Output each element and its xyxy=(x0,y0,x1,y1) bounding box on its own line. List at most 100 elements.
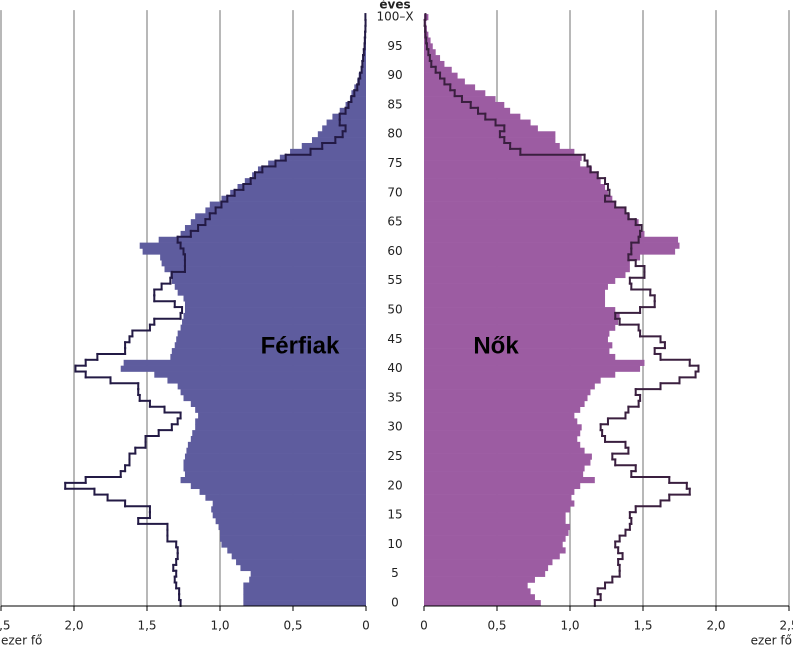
bar xyxy=(424,289,606,296)
bar xyxy=(424,277,616,284)
bar xyxy=(176,336,366,343)
bar xyxy=(424,523,570,531)
x-tick-label: 2,5 xyxy=(779,619,793,633)
bar xyxy=(220,529,366,536)
bar xyxy=(180,389,366,396)
marks-layer xyxy=(64,13,700,607)
bar xyxy=(424,553,560,560)
bar xyxy=(424,394,588,402)
bar xyxy=(349,96,366,103)
bar xyxy=(142,248,366,255)
bar xyxy=(243,594,366,601)
bar xyxy=(257,166,366,173)
bar xyxy=(424,160,581,167)
bar xyxy=(424,389,591,396)
bar xyxy=(363,49,366,56)
x-axis-label: ezer fő xyxy=(751,634,792,648)
bar xyxy=(361,60,366,68)
bar xyxy=(424,541,563,548)
x-tick-label: 0,5 xyxy=(487,619,506,633)
bar xyxy=(190,219,366,226)
bar xyxy=(326,119,366,126)
bar xyxy=(424,512,566,519)
bar xyxy=(424,195,613,202)
bar xyxy=(424,482,581,490)
bar xyxy=(424,225,641,232)
bar xyxy=(158,236,366,243)
bar xyxy=(301,142,366,150)
bar xyxy=(424,248,676,255)
bar xyxy=(424,506,570,513)
bar xyxy=(290,148,366,156)
bar xyxy=(424,400,585,407)
bar xyxy=(237,184,366,191)
bar xyxy=(424,101,505,109)
bar xyxy=(424,142,560,150)
y-tick-label: 15 xyxy=(387,508,402,522)
bar xyxy=(424,324,616,331)
bar xyxy=(195,418,366,425)
bar xyxy=(360,66,366,73)
bar xyxy=(424,131,556,138)
bar xyxy=(345,101,366,109)
bar xyxy=(199,488,366,495)
bar xyxy=(227,547,366,554)
bar xyxy=(424,459,591,466)
panel-label: Nők xyxy=(473,332,519,359)
bar xyxy=(424,318,619,325)
bar xyxy=(184,301,366,308)
bar xyxy=(195,213,366,220)
bar xyxy=(424,201,616,208)
bar xyxy=(221,541,366,548)
x-tick-label: 2,0 xyxy=(706,619,725,633)
bar xyxy=(174,283,366,290)
y-tick-label: 60 xyxy=(387,244,402,258)
x-tick-label: 2,5 xyxy=(0,619,11,633)
panel-label: Férfiak xyxy=(261,332,340,359)
y-tick-label: 95 xyxy=(387,39,402,53)
bar xyxy=(424,137,556,144)
y-tick-label: 75 xyxy=(387,156,402,170)
bar xyxy=(167,377,366,384)
bar xyxy=(424,307,616,314)
bar xyxy=(184,471,366,478)
bar xyxy=(424,529,569,536)
bar xyxy=(424,564,549,572)
bar xyxy=(332,113,366,120)
bar xyxy=(424,107,511,114)
bar xyxy=(424,488,575,495)
bar xyxy=(171,277,366,284)
y-tick-label: 50 xyxy=(387,303,402,317)
y-tick-label: 45 xyxy=(387,332,402,346)
bar xyxy=(424,312,620,320)
bar xyxy=(184,453,366,460)
bar xyxy=(182,318,366,325)
bar xyxy=(240,564,366,572)
y-tick-label: 35 xyxy=(387,390,402,404)
bar xyxy=(424,435,578,443)
y-tick-label: 40 xyxy=(387,361,402,375)
bar xyxy=(424,383,595,390)
bar xyxy=(212,500,366,507)
x-tick-label: 0 xyxy=(362,619,370,633)
bar xyxy=(424,184,606,191)
bar xyxy=(424,43,433,50)
bar xyxy=(220,535,366,542)
bar xyxy=(424,418,578,425)
x-tick-label: 0,5 xyxy=(283,619,302,633)
bar xyxy=(363,55,366,62)
bar xyxy=(424,588,531,595)
y-tick-label: 30 xyxy=(387,420,402,434)
y-tick-label: 20 xyxy=(387,478,402,492)
bar xyxy=(218,523,366,531)
bar xyxy=(357,78,366,85)
bar xyxy=(424,576,535,583)
bar xyxy=(180,477,366,484)
bar xyxy=(424,66,452,73)
bar xyxy=(190,435,366,443)
bar xyxy=(120,365,366,372)
bar xyxy=(183,459,366,466)
bar xyxy=(424,336,608,343)
bar xyxy=(186,447,366,454)
bar xyxy=(358,72,366,79)
